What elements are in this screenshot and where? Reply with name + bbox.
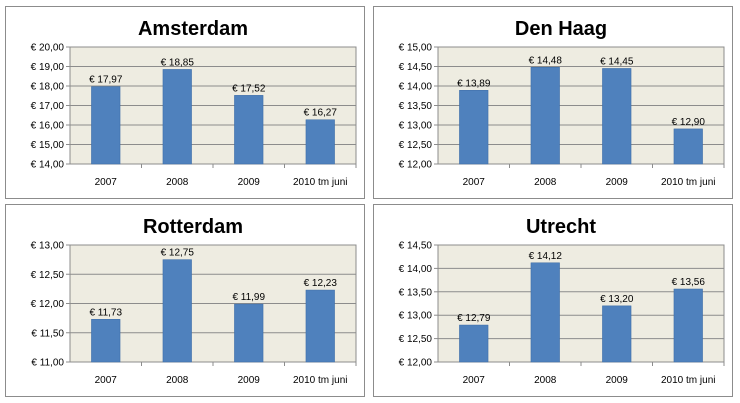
y-tick-label: € 15,00 — [31, 140, 65, 151]
y-tick-label: € 12,50 — [399, 334, 433, 345]
data-label: € 12,90 — [672, 117, 706, 128]
bar — [162, 259, 192, 363]
x-tick-label: 2009 — [238, 177, 261, 188]
y-tick-label: € 13,50 — [399, 287, 433, 298]
x-tick-label: 2008 — [534, 375, 557, 386]
y-tick-label: € 12,00 — [399, 358, 433, 369]
x-tick-label: 2009 — [606, 375, 629, 386]
bar — [305, 289, 335, 363]
y-tick-label: € 11,00 — [31, 358, 64, 369]
x-tick-label: 2007 — [463, 177, 486, 188]
data-label: € 13,20 — [600, 294, 634, 305]
y-tick-label: € 12,50 — [31, 270, 65, 281]
y-tick-label: € 12,50 — [399, 140, 433, 151]
data-label: € 11,99 — [232, 292, 265, 303]
x-tick-label: 2009 — [606, 177, 629, 188]
y-tick-label: € 13,00 — [399, 121, 433, 132]
y-tick-label: € 20,00 — [31, 43, 65, 54]
bar — [91, 86, 121, 165]
bar — [234, 303, 264, 363]
y-tick-label: € 19,00 — [31, 62, 65, 73]
data-label: € 12,75 — [161, 248, 195, 259]
data-label: € 14,45 — [600, 56, 634, 67]
y-tick-label: € 14,00 — [399, 82, 433, 93]
bar — [602, 68, 632, 165]
x-tick-label: 2010 tm juni — [661, 375, 715, 386]
x-tick-label: 2007 — [463, 375, 486, 386]
x-tick-label: 2007 — [95, 375, 118, 386]
chart-panel-den-haag: Den Haag € 12,00 € 12,50 € 13,00 € 13,50 € 14… — [373, 6, 733, 199]
data-label: € 12,79 — [457, 313, 491, 324]
data-label: € 16,27 — [304, 108, 338, 119]
bar — [602, 305, 632, 363]
data-label: € 17,97 — [89, 75, 123, 86]
bar — [530, 262, 560, 363]
y-tick-label: € 15,00 — [399, 43, 433, 54]
den-haag-bar-chart: Den Haag € 12,00 € 12,50 € 13,00 € 13,50 € 14… — [399, 18, 725, 188]
y-tick-label: € 13,00 — [399, 311, 433, 322]
chart-title: Amsterdam — [138, 18, 248, 40]
y-tick-label: € 16,00 — [31, 121, 65, 132]
data-label: € 13,89 — [457, 78, 491, 89]
data-label: € 12,23 — [304, 278, 338, 289]
bar — [91, 319, 121, 363]
y-tick-label: € 12,00 — [399, 160, 433, 171]
x-tick-label: 2010 tm juni — [661, 177, 715, 188]
x-tick-label: 2008 — [166, 177, 189, 188]
chart-panel-rotterdam: Rotterdam € 11,00 € 11,50 € 12,00 € 12,50 € 1… — [5, 204, 365, 397]
y-tick-label: € 14,00 — [399, 264, 433, 275]
y-tick-label: € 18,00 — [31, 82, 65, 93]
chart-panel-amsterdam: Amsterdam € 14,00 € 15,00 € 16,00 € 17,00 € 1… — [5, 6, 365, 199]
x-tick-label: 2010 tm juni — [293, 375, 347, 386]
y-tick-label: € 14,00 — [31, 160, 65, 171]
bar — [234, 95, 264, 165]
bar — [459, 90, 489, 165]
amsterdam-bar-chart: Amsterdam € 14,00 € 15,00 € 16,00 € 17,00 € 1… — [31, 18, 357, 188]
chart-panel-utrecht: Utrecht € 12,00 € 12,50 € 13,00 € 13,50 € 14,… — [373, 204, 733, 397]
chart-title: Rotterdam — [143, 216, 243, 238]
data-label: € 17,52 — [232, 83, 266, 94]
utrecht-bar-chart: Utrecht € 12,00 € 12,50 € 13,00 € 13,50 € 14,… — [399, 216, 725, 386]
y-tick-label: € 13,00 — [31, 241, 65, 252]
y-tick-label: € 11,50 — [31, 328, 64, 339]
data-label: € 18,85 — [161, 57, 195, 68]
bar — [530, 67, 560, 165]
x-tick-label: 2008 — [534, 177, 557, 188]
rotterdam-bar-chart: Rotterdam € 11,00 € 11,50 € 12,00 € 12,50 € 1… — [31, 216, 357, 386]
bar — [305, 119, 335, 165]
bar — [673, 288, 703, 363]
chart-title: Den Haag — [515, 18, 607, 40]
x-tick-label: 2008 — [166, 375, 189, 386]
y-tick-label: € 17,00 — [31, 101, 65, 112]
y-tick-label: € 14,50 — [399, 62, 433, 73]
y-tick-label: € 12,00 — [31, 299, 65, 310]
bar — [459, 324, 489, 363]
data-label: € 14,12 — [529, 251, 563, 262]
data-label: € 11,73 — [89, 307, 122, 318]
y-tick-label: € 14,50 — [399, 241, 433, 252]
data-label: € 13,56 — [672, 277, 706, 288]
bar — [162, 69, 192, 165]
bar — [673, 128, 703, 165]
x-tick-label: 2007 — [95, 177, 118, 188]
x-tick-label: 2010 tm juni — [293, 177, 347, 188]
data-label: € 14,48 — [529, 55, 563, 66]
chart-title: Utrecht — [526, 216, 596, 238]
x-tick-label: 2009 — [238, 375, 261, 386]
y-tick-label: € 13,50 — [399, 101, 433, 112]
